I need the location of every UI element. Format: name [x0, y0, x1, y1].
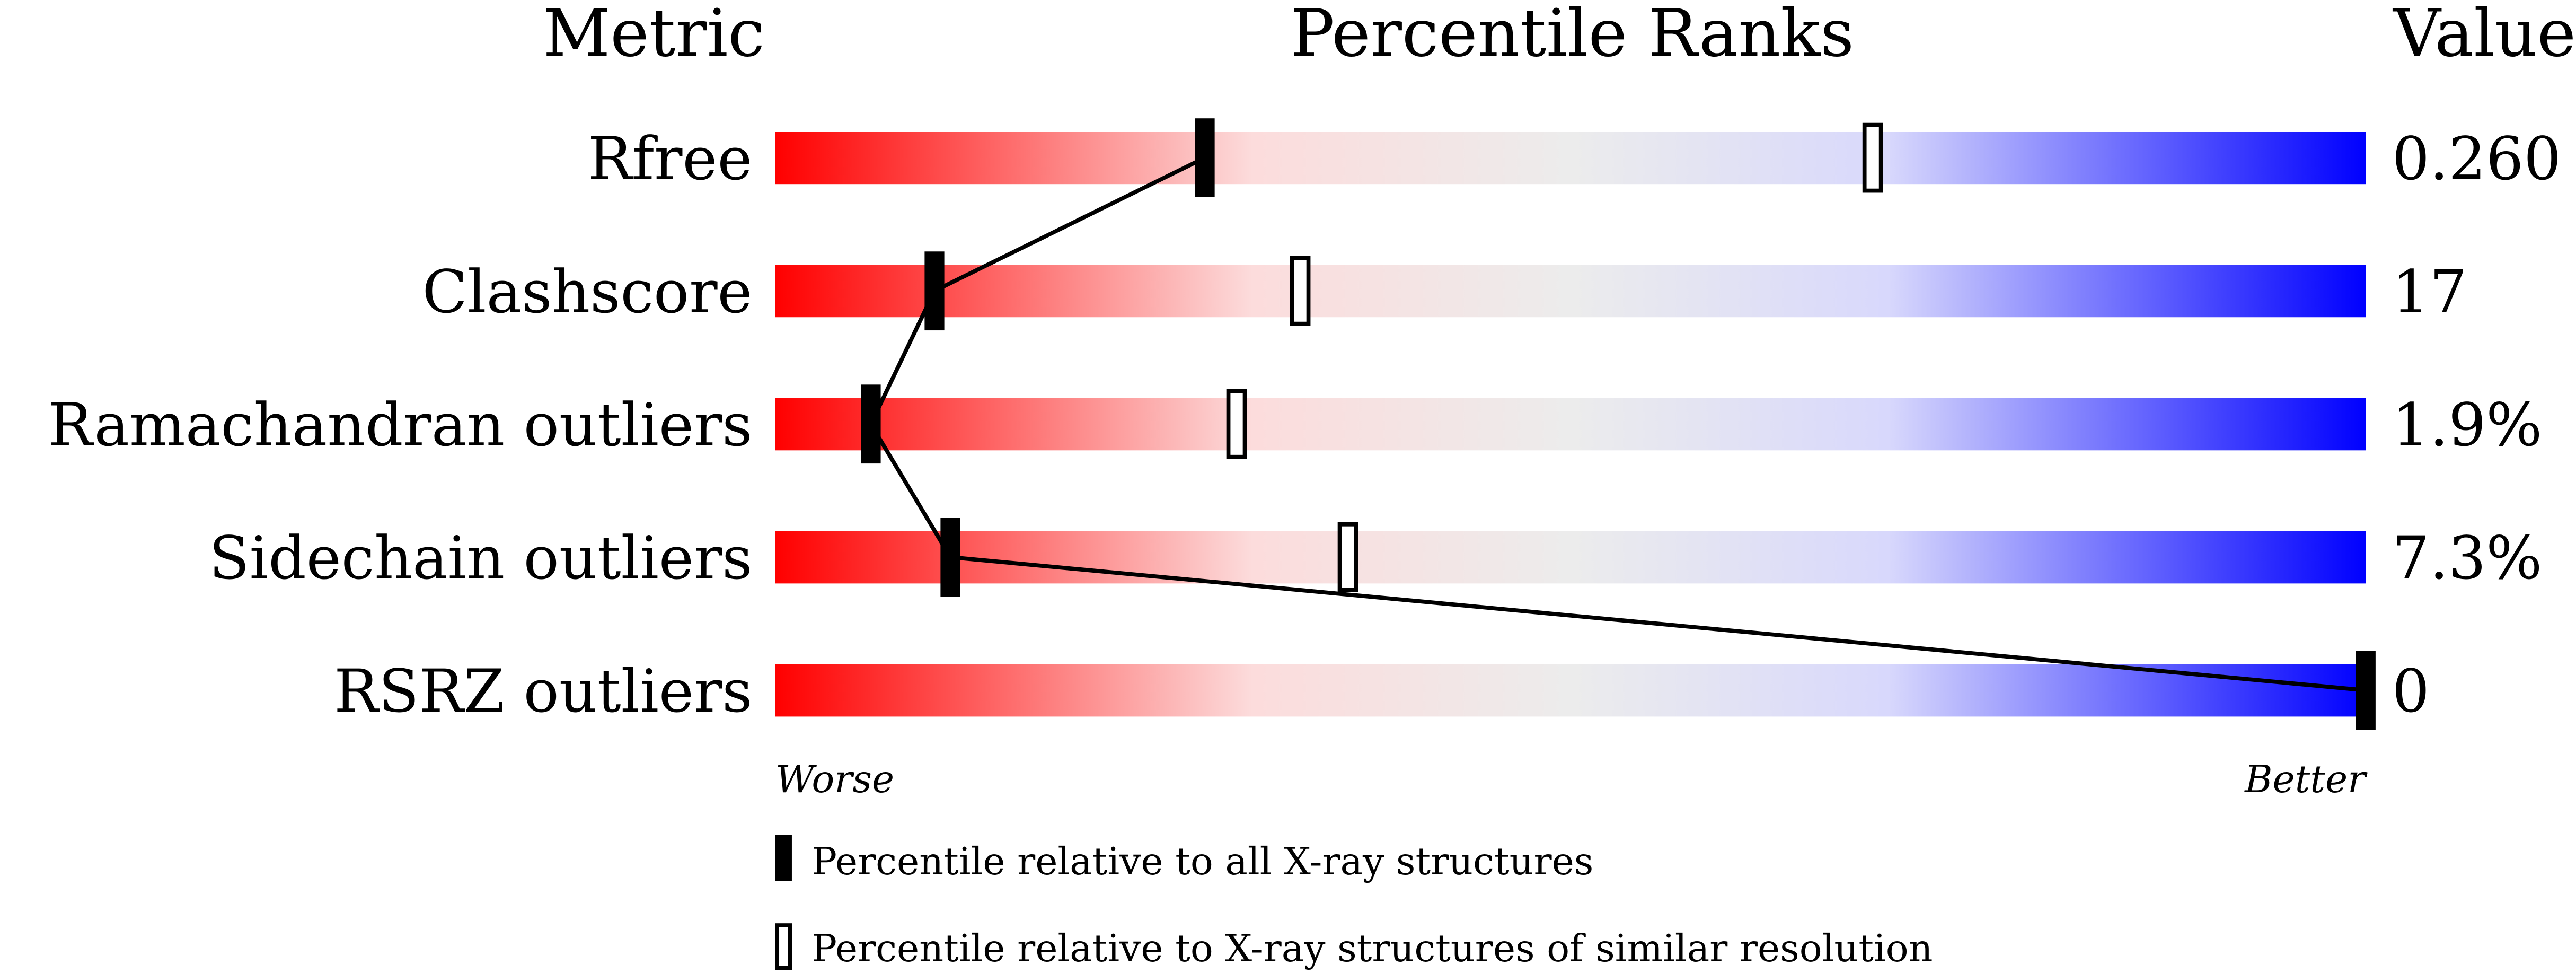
all-structures-marker — [1195, 118, 1215, 197]
header-metric: Metric — [543, 0, 764, 72]
similar-resolution-marker — [1226, 389, 1247, 459]
header-percentile-ranks: Percentile Ranks — [1290, 0, 1854, 72]
legend-all-label: Percentile relative to all X-ray structu… — [811, 839, 1593, 883]
metric-value: 0 — [2392, 657, 2430, 726]
similar-resolution-marker — [1862, 122, 1883, 193]
all-structures-marker — [861, 384, 881, 464]
all-structures-marker — [924, 251, 945, 331]
axis-worse-label: Worse — [775, 757, 894, 801]
metric-label: RSRZ outliers — [334, 657, 752, 726]
metric-value: 1.9% — [2392, 391, 2542, 460]
metric-label: Rfree — [588, 125, 753, 194]
percentile-bar — [775, 398, 2366, 451]
similar-resolution-marker — [1290, 256, 1311, 326]
metric-value: 0.260 — [2392, 125, 2561, 194]
percentile-bar — [775, 531, 2366, 584]
metric-value: 17 — [2392, 258, 2467, 327]
legend-similar-label: Percentile relative to X-ray structures … — [811, 926, 1933, 970]
metric-label: Clashscore — [422, 258, 753, 327]
percentile-bar — [775, 132, 2366, 185]
metric-label: Sidechain outliers — [209, 524, 752, 593]
all-structures-marker — [940, 518, 960, 597]
all-structures-marker — [2356, 651, 2376, 730]
axis-better-label: Better — [2244, 757, 2368, 801]
legend-open-marker-icon — [775, 923, 792, 970]
percentile-bar — [775, 664, 2366, 717]
metric-label: Ramachandran outliers — [48, 391, 753, 460]
percentile-bar — [775, 265, 2366, 318]
legend-filled-marker-icon — [775, 835, 792, 881]
metric-value: 7.3% — [2392, 524, 2542, 593]
similar-resolution-marker — [1337, 522, 1358, 592]
header-value: Value — [2392, 0, 2576, 72]
